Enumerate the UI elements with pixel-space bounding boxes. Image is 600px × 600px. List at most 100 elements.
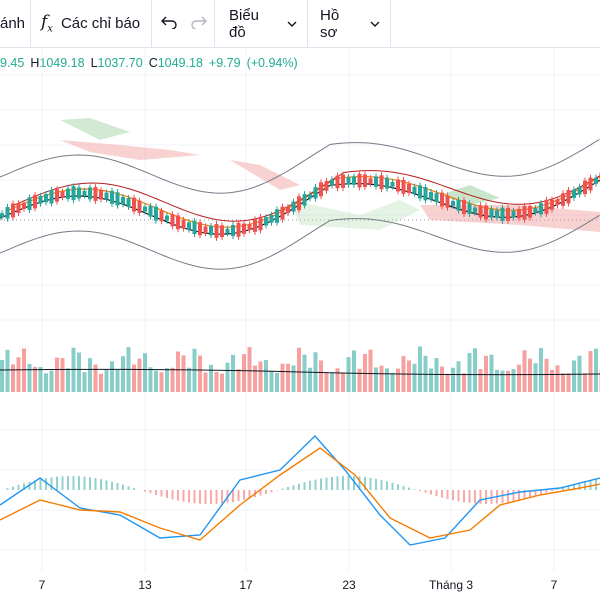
volume-bar — [27, 363, 32, 392]
undo-icon[interactable] — [160, 15, 184, 33]
redo-icon[interactable] — [190, 15, 214, 33]
volume-bar — [324, 373, 329, 392]
macd-histogram-bar — [391, 482, 394, 490]
macd-histogram-bar — [490, 490, 493, 504]
candle-body — [335, 175, 340, 189]
macd-histogram-bar — [474, 490, 476, 504]
candle-body — [462, 200, 466, 215]
candle-body — [478, 205, 483, 218]
candle-body — [324, 181, 329, 191]
macd-histogram-bar — [468, 490, 471, 504]
macd-histogram-bar — [512, 490, 515, 502]
macd-histogram-bar — [446, 490, 449, 500]
profile-menu-label: Hồ sơ — [320, 6, 340, 41]
macd-histogram-bar — [364, 477, 366, 490]
toolbar-first-item[interactable]: ánh — [0, 0, 30, 48]
volume-bar — [506, 370, 510, 392]
price-chart[interactable] — [0, 48, 600, 572]
candle-body — [275, 209, 279, 223]
candle-body — [181, 219, 186, 229]
macd-histogram-bar — [17, 484, 20, 490]
indicators-button[interactable]: fx Các chỉ báo — [31, 0, 151, 48]
candle-body — [286, 206, 290, 214]
candle-body — [187, 222, 191, 230]
macd-histogram-bar — [215, 490, 218, 504]
change-percent: (+0.94%) — [246, 56, 298, 70]
volume-bar — [533, 363, 538, 392]
volume-bar — [38, 366, 43, 392]
candle-body — [511, 210, 516, 218]
candle-body — [313, 187, 318, 199]
candle-body — [16, 203, 21, 213]
volume-bar — [286, 363, 290, 392]
candle-body — [88, 187, 92, 200]
candle-body — [407, 183, 411, 194]
macd-histogram-bar — [320, 478, 322, 490]
volume-bar — [132, 364, 136, 392]
candle-body — [242, 223, 246, 234]
volume-bar — [379, 365, 384, 392]
macd-histogram-bar — [61, 476, 64, 490]
candle-body — [489, 208, 494, 218]
cloud-red — [60, 140, 300, 190]
toolbar-divider — [307, 0, 308, 48]
volume-bar — [154, 370, 158, 392]
candle-body — [99, 190, 103, 200]
candle-body — [60, 191, 65, 198]
candle-body — [44, 193, 48, 203]
macd-histogram-bar — [281, 488, 284, 490]
volume-bar — [99, 373, 103, 392]
macd-histogram-bar — [155, 490, 157, 495]
time-axis-label: 7 — [38, 578, 46, 592]
candle-body — [209, 225, 213, 236]
macd-histogram-bar — [149, 490, 152, 494]
volume-bar — [143, 353, 147, 392]
volume-bar — [297, 347, 301, 392]
macd-histogram-bar — [402, 485, 405, 490]
volume-bar — [484, 355, 488, 392]
macd-histogram-bar — [578, 482, 581, 490]
volume-bar — [121, 356, 125, 392]
macd-histogram-bar — [221, 490, 223, 504]
volume-bar — [434, 357, 439, 392]
candle-body — [429, 192, 433, 200]
candle-body — [159, 210, 164, 222]
high-value: 1049.18 — [39, 56, 85, 70]
volume-bar — [44, 373, 48, 392]
candle-body — [440, 192, 444, 207]
macd-histogram-bar — [347, 476, 350, 490]
volume-bar — [280, 363, 285, 392]
volume-bar — [33, 366, 37, 392]
candle-body — [363, 174, 367, 187]
candle-body — [132, 197, 136, 212]
macd-histogram-bar — [188, 490, 190, 503]
candle-body — [38, 195, 43, 204]
volume-bar — [165, 368, 169, 392]
macd-histogram-bar — [353, 476, 355, 490]
macd-histogram-bar — [6, 488, 9, 490]
toolbar-divider — [151, 0, 152, 48]
candle-body — [198, 222, 202, 236]
macd-histogram-bar — [83, 476, 86, 490]
candle-body — [566, 189, 571, 204]
candle-body — [71, 186, 76, 201]
volume-bar — [203, 372, 208, 392]
toolbar-divider — [390, 0, 391, 48]
volume-bar — [0, 360, 4, 392]
candle-body — [319, 182, 323, 197]
macd-histogram-bar — [116, 483, 119, 490]
candle-body — [550, 199, 554, 210]
volume-bar — [489, 354, 494, 392]
candle-body — [247, 224, 252, 231]
candle-body — [379, 175, 384, 190]
time-axis-label: 7 — [550, 578, 558, 592]
volume-bar — [451, 367, 455, 392]
candle-body — [143, 206, 147, 212]
volume-bar — [11, 364, 15, 392]
candle-body — [269, 214, 274, 223]
chart-menu-button[interactable]: Biểu đồ — [215, 0, 307, 48]
profile-menu-button[interactable]: Hồ sơ — [308, 0, 390, 48]
candle-body — [456, 199, 461, 211]
macd-histogram-bar — [556, 489, 559, 490]
macd-histogram-bar — [573, 484, 575, 490]
